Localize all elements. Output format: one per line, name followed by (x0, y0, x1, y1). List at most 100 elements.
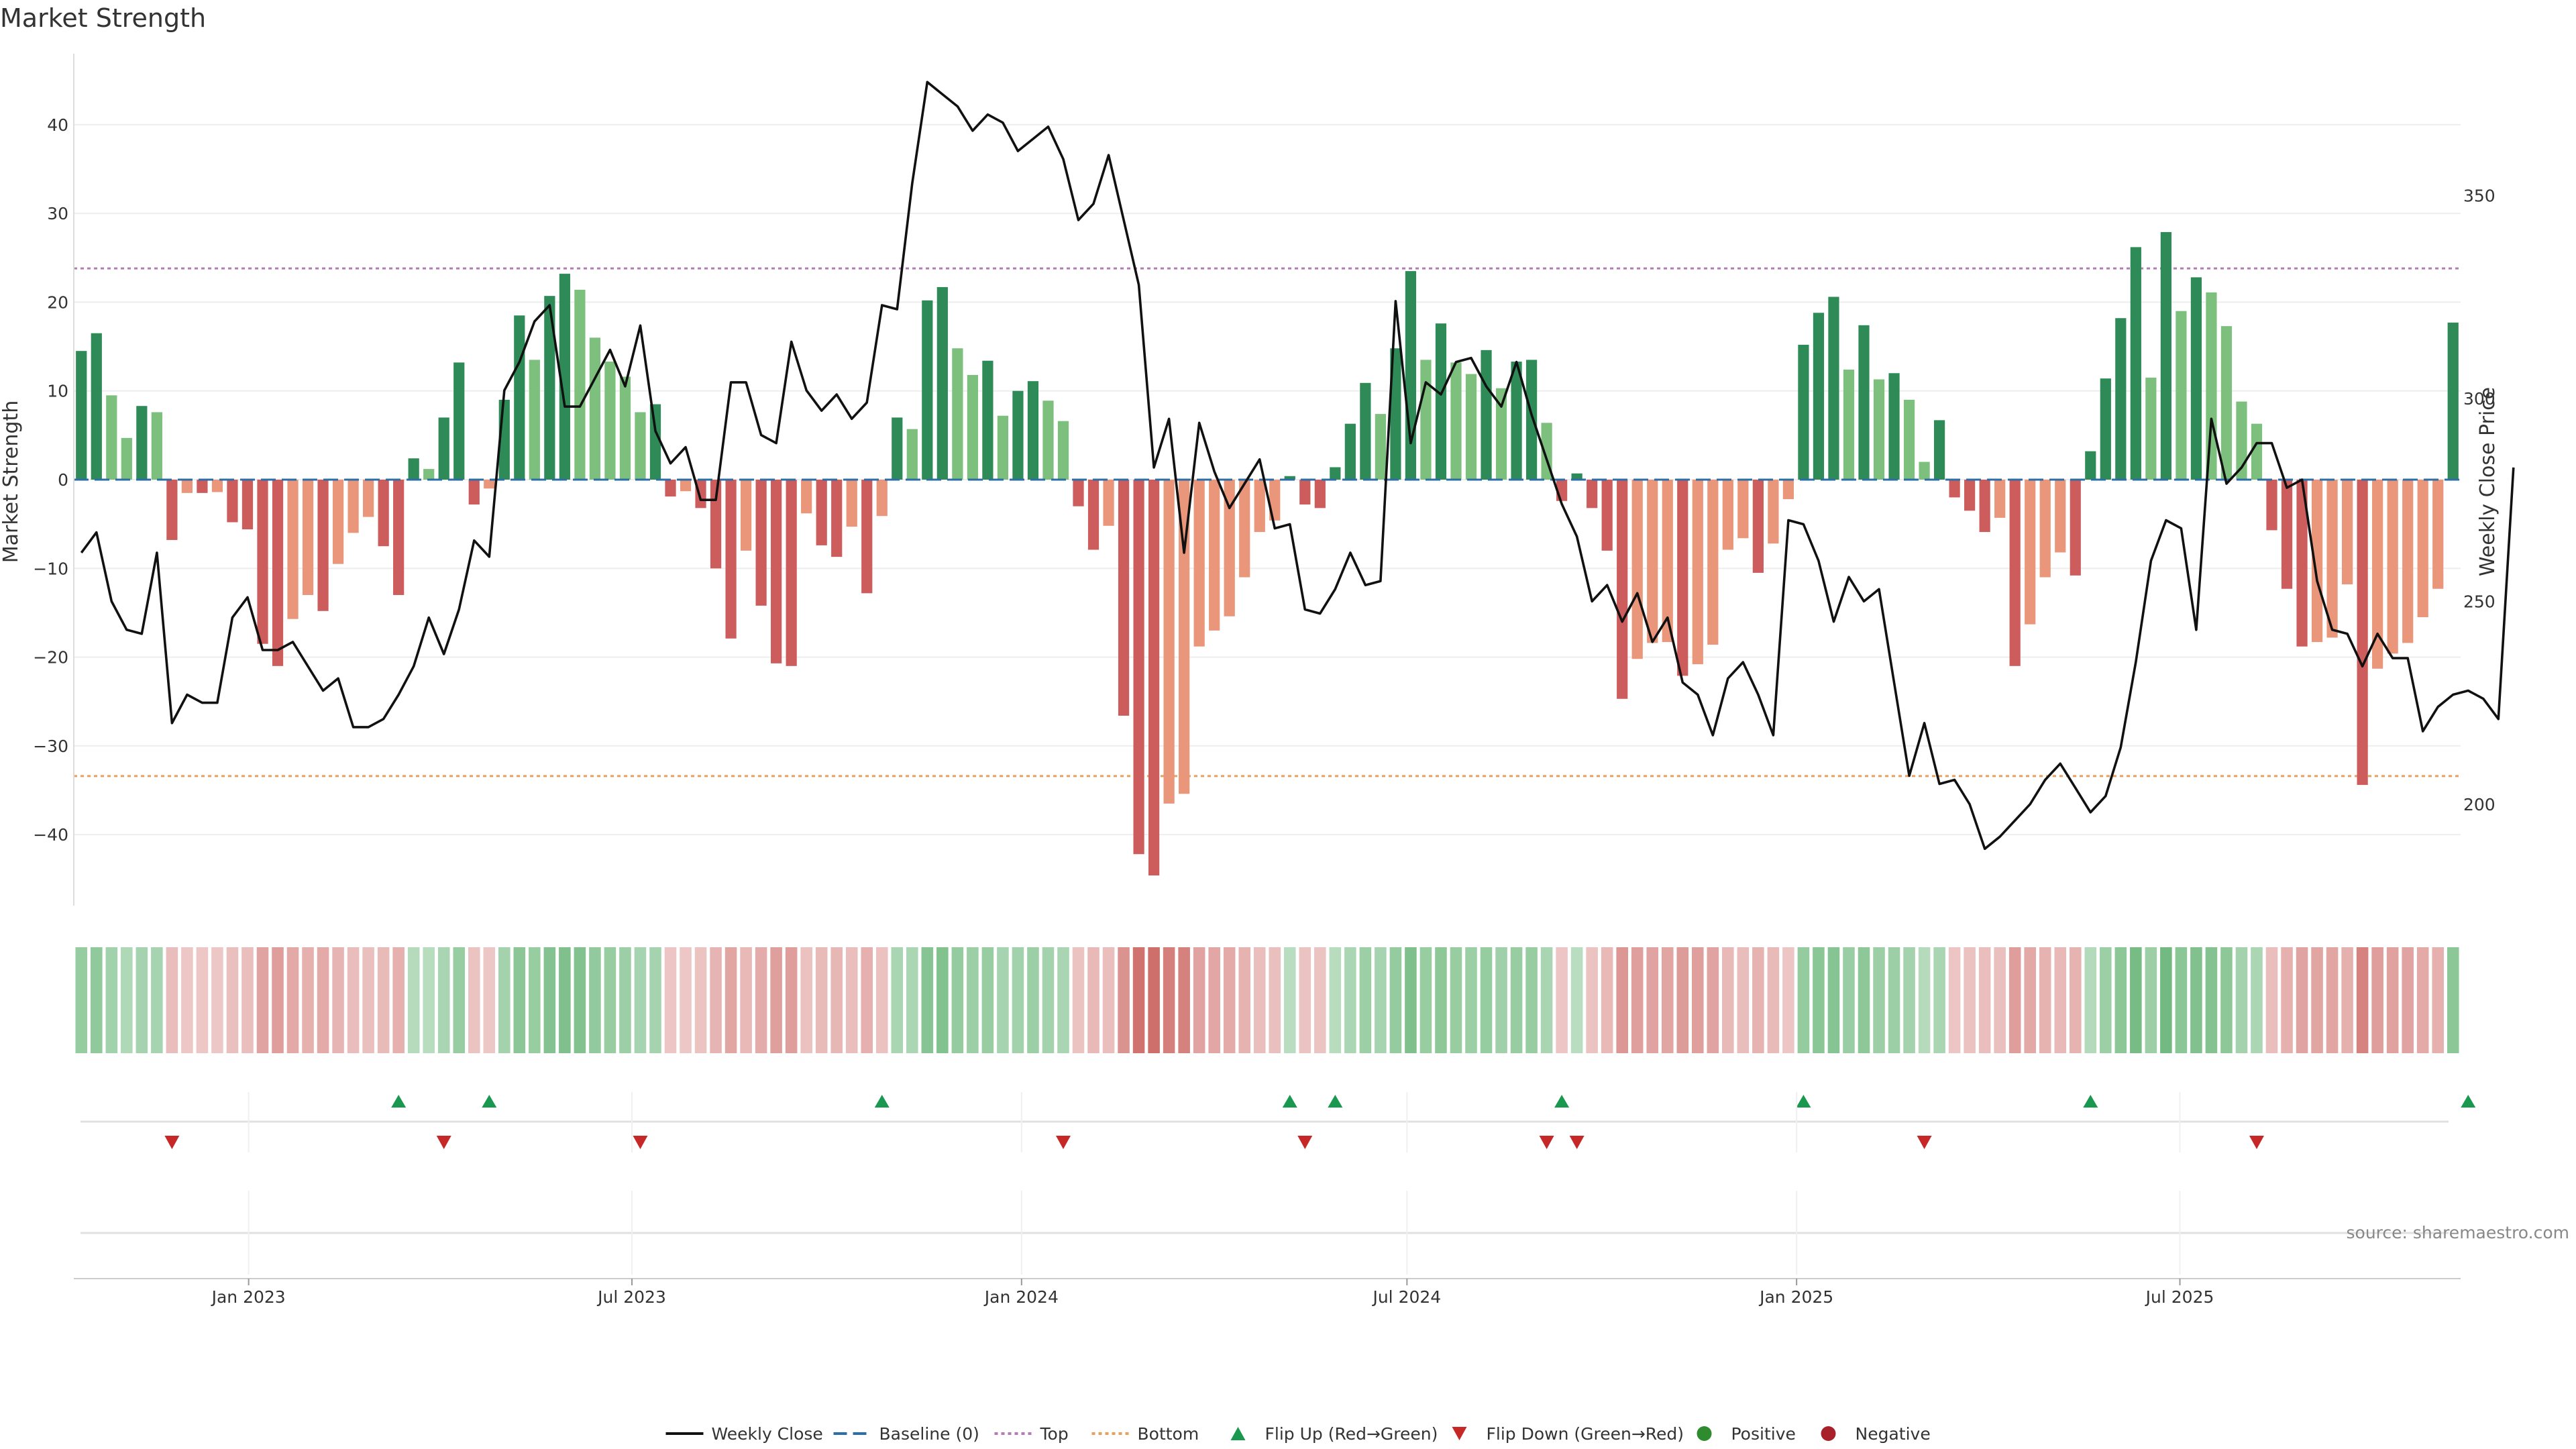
strength-bar (2145, 377, 2157, 480)
strength-bar (2115, 318, 2127, 480)
heatmap-cell (875, 947, 888, 1053)
flip-down-marker (1055, 1136, 1071, 1149)
strength-bar (892, 417, 903, 480)
strength-bar (1631, 480, 1643, 659)
strength-bar (2417, 480, 2428, 618)
strength-bar (619, 376, 631, 480)
heatmap-cell (1692, 947, 1704, 1053)
strength-bar (1481, 350, 1492, 480)
heatmap-cell (256, 947, 269, 1053)
strength-bar (438, 417, 449, 480)
strength-bar (1179, 480, 1190, 794)
strength-bar (906, 429, 918, 480)
strength-bar (1933, 420, 1945, 480)
strength-bar (2160, 231, 2171, 480)
strength-bar (408, 458, 419, 480)
strength-bar (2220, 326, 2233, 480)
strength-bar (2190, 277, 2202, 480)
y-tick-label: 30 (47, 204, 68, 223)
flip-up-marker (874, 1095, 890, 1108)
legend-label: Baseline (0) (879, 1424, 979, 1444)
strength-bar (1677, 480, 1688, 676)
strength-bar (1133, 480, 1144, 855)
strength-bar (680, 480, 692, 492)
strength-bar (1858, 325, 1870, 480)
heatmap-cell (906, 947, 918, 1053)
legend-swatch-negative (1821, 1426, 1836, 1441)
heatmap-cell (1389, 947, 1402, 1053)
strength-bar (136, 406, 148, 480)
strength-bar (166, 480, 178, 540)
flip-down-marker (164, 1136, 180, 1149)
strength-bar (2387, 480, 2398, 654)
heatmap-cell (710, 947, 722, 1053)
heatmap-cell (1948, 947, 1961, 1053)
strength-bar (2296, 480, 2308, 647)
strength-bar (1405, 271, 1417, 480)
strength-bar (1012, 390, 1024, 480)
heatmap-cell (1344, 947, 1356, 1053)
strength-bar (1073, 480, 1084, 506)
legend-swatch-flip-up (1230, 1427, 1246, 1440)
heatmap-cell (604, 947, 616, 1053)
chart-title: Market Strength (0, 3, 206, 33)
strength-bar (1360, 382, 1371, 480)
strength-bar (1979, 480, 1990, 533)
heatmap-cell (815, 947, 828, 1053)
strength-bar (1118, 480, 1130, 716)
strength-bar (257, 480, 268, 644)
x-tick-label: Jan 2023 (211, 1287, 286, 1307)
heatmap-cell (649, 947, 661, 1053)
heatmap-cell (1752, 947, 1764, 1053)
heatmap-cell (1964, 947, 1976, 1053)
heatmap-cell (1163, 947, 1175, 1053)
heatmap-cell (2296, 947, 2308, 1053)
heatmap-cell (1329, 947, 1342, 1053)
x-tick-label: Jul 2025 (2145, 1287, 2214, 1307)
strength-bar (1722, 480, 1733, 550)
x-axis: Jan 2023 Jul 2023 Jan 2024 Jul 2024 Jan 2025… (74, 1092, 2461, 1307)
strength-bar (1692, 480, 1703, 665)
heatmap-cell (468, 947, 480, 1053)
y2-tick-label: 250 (2463, 592, 2496, 611)
strength-bar (1873, 379, 1885, 480)
legend-label: Top (1040, 1424, 1069, 1444)
heatmap-cell (619, 947, 631, 1053)
heatmap-cell (2265, 947, 2278, 1053)
heatmap-cell (1087, 947, 1099, 1053)
strength-bar (76, 351, 87, 480)
strength-bar (2342, 480, 2353, 585)
heatmap-cell (1102, 947, 1115, 1053)
strength-bar (1390, 348, 1401, 480)
heatmap-cell (241, 947, 254, 1053)
heatmap-cell (845, 947, 858, 1053)
heatmap-cell (1827, 947, 1840, 1053)
strength-bar (2039, 480, 2051, 578)
legend-label: Positive (1731, 1424, 1796, 1444)
strength-bar (2236, 401, 2247, 480)
y-tick-label: 20 (47, 292, 68, 312)
heatmap-cell (2084, 947, 2097, 1053)
flip-up-marker (1796, 1095, 1811, 1108)
y-axis-label: Market Strength (0, 400, 23, 563)
heatmap-cell (1843, 947, 1855, 1053)
heatmap-cell (75, 947, 88, 1053)
heatmap-cell (755, 947, 767, 1053)
x-tick-label: Jul 2024 (1371, 1287, 1441, 1307)
heatmap-cell (105, 947, 118, 1053)
strength-bar (861, 480, 873, 594)
flip-down-marker (1569, 1136, 1585, 1149)
strength-bar (1647, 480, 1658, 643)
heatmap-cell (694, 947, 707, 1053)
strength-bar (1193, 480, 1205, 647)
heatmap-cell (1994, 947, 2006, 1053)
y2-axis-label: Weekly Close Price (2476, 387, 2500, 576)
strength-bar (1284, 476, 1295, 480)
heatmap-cell (1253, 947, 1266, 1053)
strength-bar (1601, 480, 1613, 551)
heatmap-cell (151, 947, 163, 1053)
heatmap-cell (861, 947, 873, 1053)
strength-bar (725, 480, 737, 639)
flip-down-marker (436, 1136, 451, 1149)
heatmap-cell (1707, 947, 1719, 1053)
